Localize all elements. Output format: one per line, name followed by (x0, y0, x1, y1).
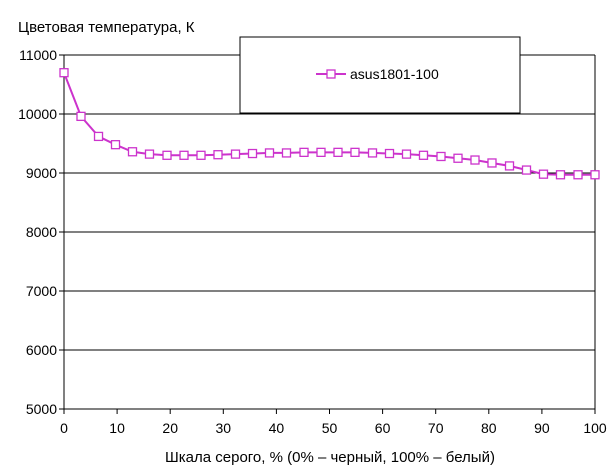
data-point (76, 111, 86, 122)
y-tick-label: 6000 (26, 342, 57, 358)
data-point (179, 150, 189, 160)
y-tick-label: 11000 (19, 47, 57, 63)
data-point (453, 153, 463, 163)
x-tick-labels: 0 10 20 30 40 50 60 70 80 90 100 (60, 420, 607, 436)
data-point (384, 148, 395, 159)
data-point (213, 150, 223, 160)
data-point (110, 140, 121, 150)
series (59, 68, 600, 180)
data-point (504, 161, 515, 171)
data-point (247, 148, 258, 159)
x-tick-label: 0 (60, 420, 68, 436)
data-point (299, 147, 309, 158)
legend-box (239, 36, 521, 114)
data-point (418, 150, 429, 160)
y-tick-label: 8000 (26, 224, 57, 240)
data-point (521, 165, 532, 175)
data-point (264, 148, 275, 158)
data-point (144, 149, 155, 159)
x-tick-label: 70 (428, 420, 444, 436)
data-point (333, 147, 343, 158)
y-tick-label: 7000 (26, 283, 57, 299)
chart-title: Цветовая температура, К (18, 19, 195, 36)
x-tick-label: 80 (481, 420, 497, 436)
data-point (196, 150, 206, 160)
data-point (127, 147, 138, 157)
data-point (538, 169, 549, 179)
data-point (555, 170, 566, 180)
grid-lines (64, 54, 595, 410)
data-point (316, 147, 326, 158)
data-point (281, 148, 292, 158)
data-point (230, 149, 241, 159)
x-tick-label: 50 (322, 420, 338, 436)
x-tick-label: 30 (216, 420, 232, 436)
legend-label: asus1801-100 (350, 66, 439, 82)
legend-marker (326, 69, 336, 79)
x-tick-label: 90 (534, 420, 550, 436)
y-tick-label: 5000 (26, 401, 57, 417)
legend: asus1801-100 (239, 36, 521, 114)
data-point (401, 149, 412, 159)
data-point (436, 151, 446, 162)
y-tick-label: 10000 (18, 106, 57, 122)
data-point (590, 170, 600, 180)
x-axis-label: Шкала серого, % (0% – черный, 100% – бел… (165, 449, 495, 466)
y-tick-label: 9000 (26, 165, 57, 181)
data-point (59, 68, 69, 78)
data-point (487, 158, 497, 168)
data-point (93, 131, 104, 142)
x-tick-label: 20 (162, 420, 178, 436)
x-tick-label: 10 (109, 420, 125, 436)
data-point (573, 170, 583, 180)
data-point (350, 147, 360, 158)
data-point (162, 150, 172, 160)
y-tick-labels: 5000 6000 7000 8000 9000 10000 11000 (18, 47, 57, 417)
axes (59, 54, 596, 414)
x-tick-label: 100 (583, 420, 607, 436)
x-tick-label: 40 (269, 420, 285, 436)
x-tick-label: 60 (375, 420, 391, 436)
data-point (367, 148, 378, 158)
data-point (470, 155, 480, 165)
